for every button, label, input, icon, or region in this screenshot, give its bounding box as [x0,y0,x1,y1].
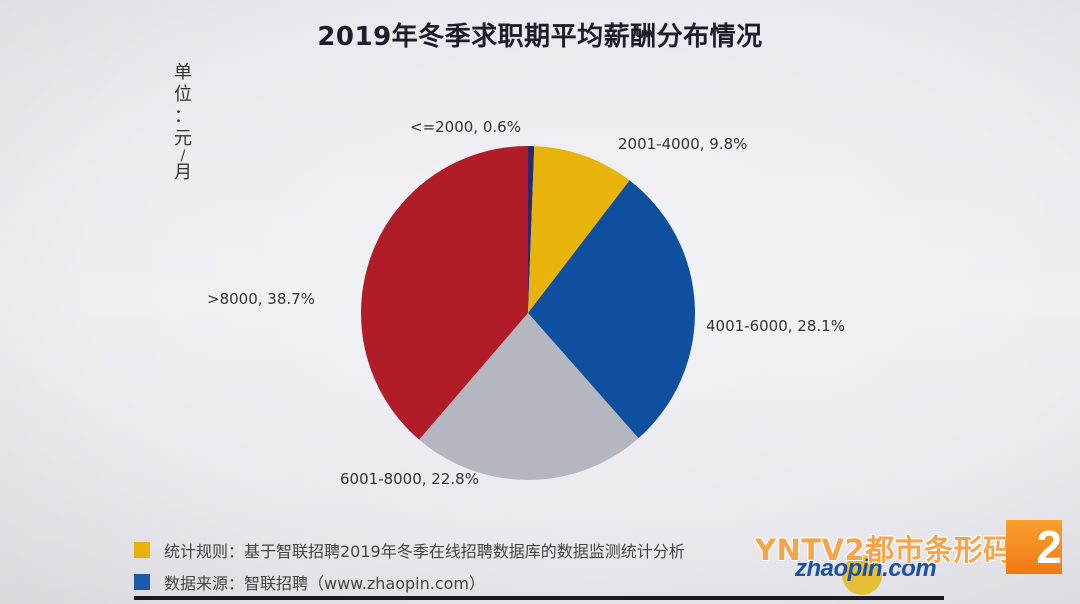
slice-label-4001-6000: 4001-6000, 28.1% [706,317,845,335]
channel-logo: 2 [1006,520,1062,574]
slice-label-6001-8000: 6001-8000, 22.8% [340,470,479,488]
note-rule: 统计规则：基于智联招聘2019年冬季在线招聘数据库的数据监测统计分析 [134,538,685,562]
yellow-square-icon [134,542,150,558]
tv-watermark: YNTV2都市条形码 [755,533,1013,567]
slice-label-gt8000: >8000, 38.7% [207,290,315,308]
pie-slice-1 [528,146,630,313]
bottom-rule [134,596,944,600]
logo-dot-icon [842,555,882,595]
unit-label: 单 位 ： 元 / 月 [174,62,192,183]
pie-slice-3 [419,313,639,481]
slice-label-2001-4000: 2001-4000, 9.8% [618,135,748,153]
pie-slice-0 [528,146,535,313]
pie-slice-2 [528,180,695,439]
chart-title: 2019年冬季求职期平均薪酬分布情况 [317,22,763,52]
pie-slice-4 [361,146,528,440]
note-source: 数据来源：智联招聘（www.zhaopin.com） [134,570,485,594]
zhaopin-logo: zhaopin.com [795,555,937,582]
blue-square-icon [134,574,150,590]
slice-label-le2000: <=2000, 0.6% [410,118,521,136]
